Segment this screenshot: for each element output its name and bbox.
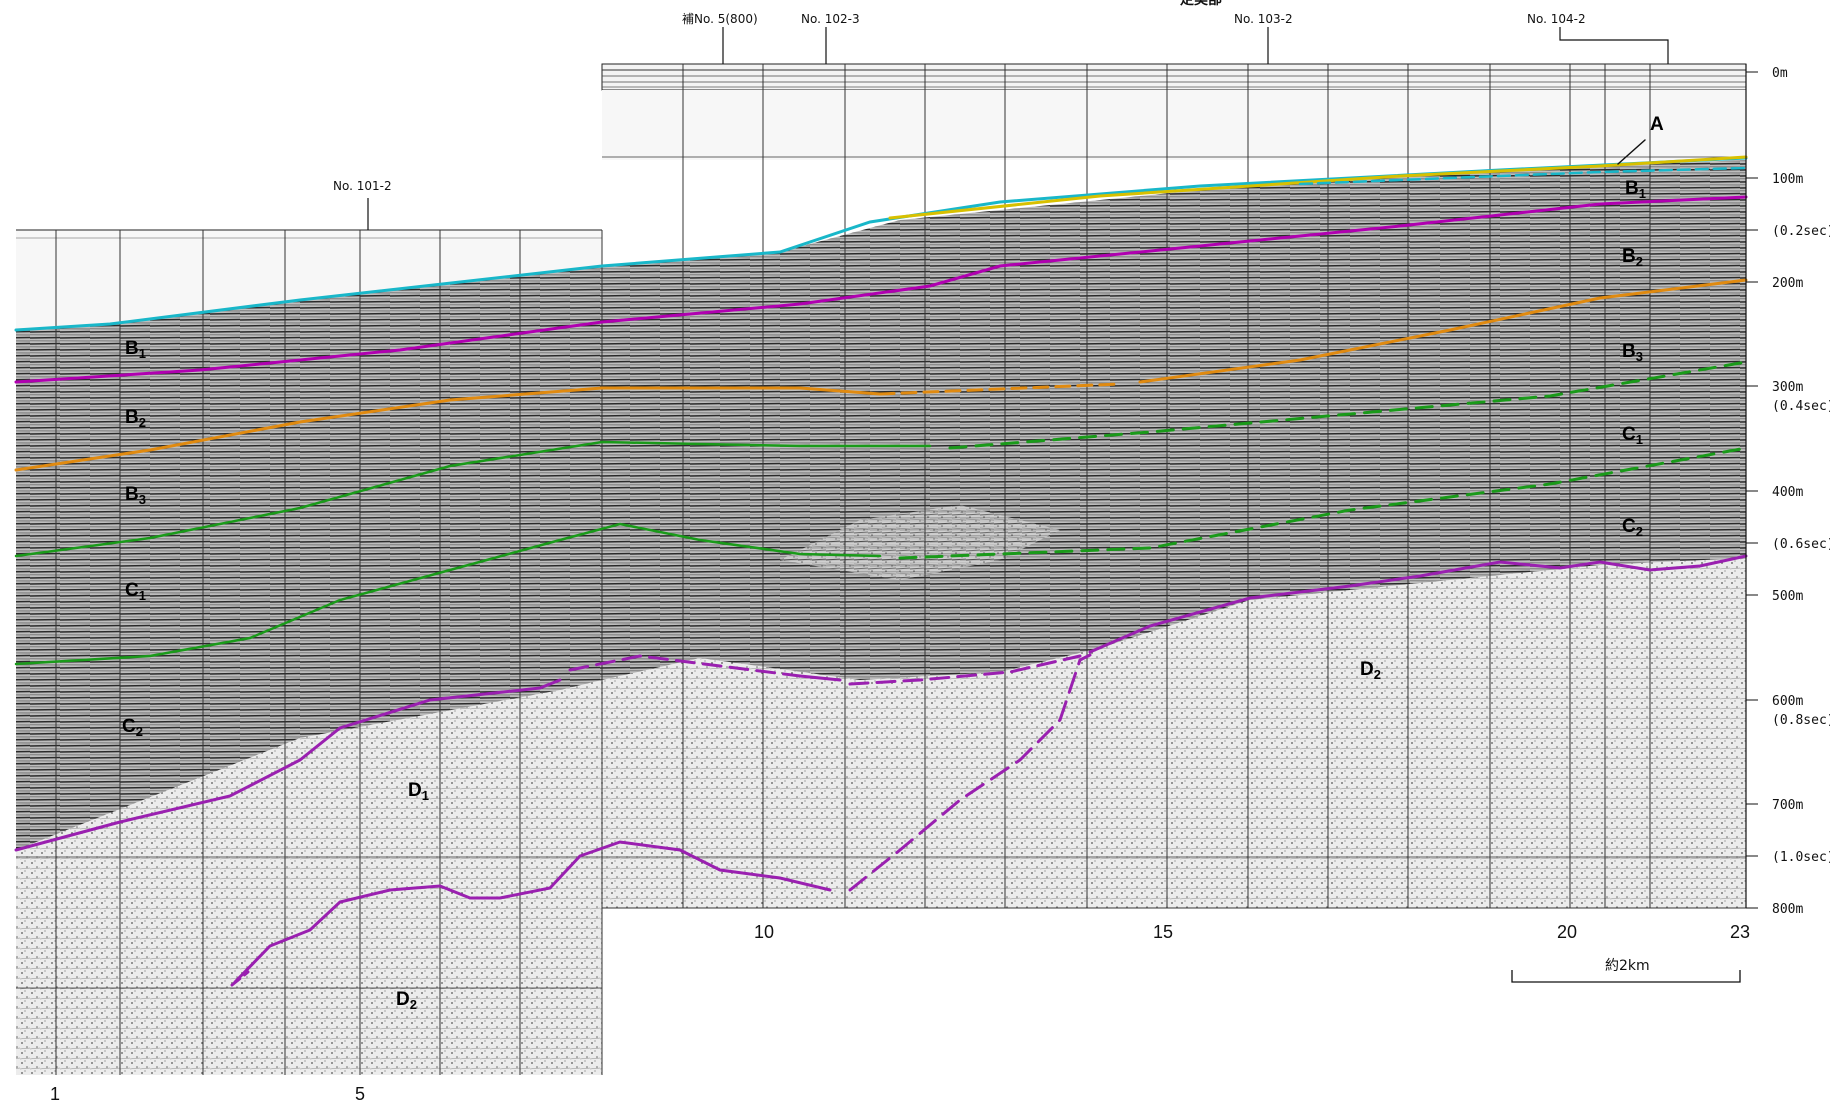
- trace-gridlines: [16, 64, 1747, 1075]
- horizon-d-top: [14, 678, 562, 852]
- interpreted-horizons: [14, 139, 1748, 987]
- station-label-102-3: No. 102-3: [801, 12, 860, 26]
- station-markers: [367, 27, 1669, 230]
- scale-bar-label: 約2km: [1605, 958, 1650, 974]
- unit-label-b1-left: B1: [125, 338, 146, 361]
- distance-tick-20: 20: [1557, 922, 1577, 942]
- horizon-b2-base: [14, 386, 882, 472]
- distance-tick-23: 23: [1730, 922, 1750, 942]
- depth-1-0sec: (1.0sec): [1772, 850, 1830, 865]
- depth-0-2sec: (0.2sec): [1772, 224, 1830, 239]
- horizon-d1-base: [233, 840, 832, 984]
- depth-500m: 500m: [1772, 589, 1803, 604]
- scale-bar: 約2km: [1511, 958, 1741, 983]
- station-label-101-2: No. 101-2: [333, 179, 392, 193]
- horizon-a-base: [1298, 166, 1748, 186]
- station-label-104-2: No. 104-2: [1527, 12, 1586, 26]
- depth-axis: 0m 100m (0.2sec) 200m 300m (0.4sec) 400m…: [1745, 64, 1830, 917]
- unit-label-d2-right: D2: [1360, 659, 1381, 682]
- horizon-c1-base: [14, 522, 882, 666]
- unit-label-c1-right: C1: [1622, 424, 1643, 447]
- unit-label-c2-left: C2: [122, 716, 143, 739]
- unit-a-leader: [1617, 139, 1646, 165]
- depth-700m: 700m: [1772, 798, 1803, 813]
- horizon-b3-base: [14, 440, 932, 558]
- unit-label-d2-left: D2: [396, 989, 417, 1012]
- station-label-sup5: 補No. 5(800): [682, 12, 758, 26]
- unit-label-c2-right: C2: [1622, 516, 1643, 539]
- unit-label-a-right: A: [1650, 114, 1664, 135]
- header-fragment: 定美部: [1180, 0, 1222, 8]
- unit-label-b2-left: B2: [125, 407, 146, 430]
- depth-600m: 600m: [1772, 694, 1803, 709]
- distance-tick-10: 10: [754, 922, 774, 942]
- unit-label-b2-right: B2: [1622, 246, 1643, 269]
- depth-0-4sec: (0.4sec): [1772, 399, 1830, 414]
- depth-200m: 200m: [1772, 276, 1803, 291]
- unit-label-d1: D1: [408, 780, 429, 803]
- unit-label-b1-right: B1: [1625, 178, 1646, 201]
- distance-tick-1: 1: [50, 1084, 60, 1101]
- station-labels: No. 101-2 補No. 5(800) No. 102-3 No. 103-…: [333, 0, 1586, 193]
- fault-line: [848, 653, 1092, 892]
- station-label-103-2: No. 103-2: [1234, 12, 1293, 26]
- depth-0m: 0m: [1772, 66, 1788, 81]
- horizon-b1-base: [14, 195, 1748, 384]
- depth-0-8sec: (0.8sec): [1772, 713, 1830, 728]
- unit-labels: A B1 B2 B3 C1 C2 D2 B1 B2 B3 C1 C2 D1 D2: [122, 114, 1664, 1012]
- horizon-a-top: [888, 155, 1748, 220]
- seismic-reflection-body: [16, 160, 1746, 1075]
- depth-400m: 400m: [1772, 485, 1803, 500]
- distance-tick-5: 5: [355, 1084, 365, 1101]
- depth-800m: 800m: [1772, 902, 1803, 917]
- depth-300m: 300m: [1772, 380, 1803, 395]
- depth-100m: 100m: [1772, 172, 1803, 187]
- distance-tick-15: 15: [1153, 922, 1173, 942]
- unit-label-c1-left: C1: [125, 580, 146, 603]
- unit-label-b3-left: B3: [125, 484, 146, 507]
- unit-label-b3-right: B3: [1622, 341, 1643, 364]
- distance-axis: 1 5 10 15 20 23: [50, 922, 1750, 1101]
- depth-0-6sec: (0.6sec): [1772, 537, 1830, 552]
